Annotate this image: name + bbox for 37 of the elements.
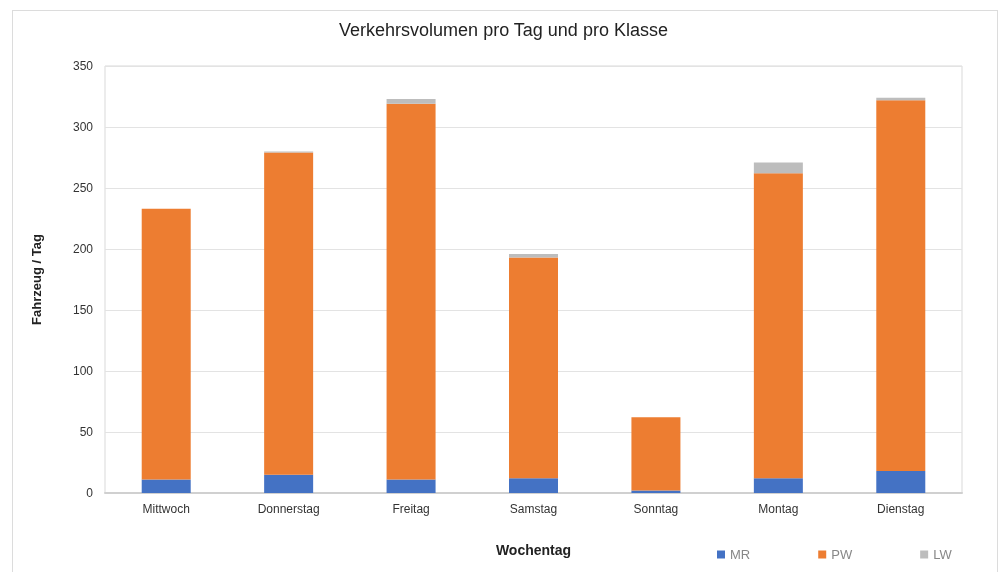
x-tick-label: Dienstag bbox=[877, 502, 925, 516]
bar bbox=[141, 208, 191, 480]
y-tick-label: 350 bbox=[72, 59, 94, 73]
legend-label: MR bbox=[730, 547, 751, 562]
y-tick-label: 100 bbox=[72, 364, 94, 378]
y-tick-label: 50 bbox=[79, 425, 94, 439]
y-axis-title: Fahrzeug / Tag bbox=[29, 234, 44, 325]
bar bbox=[264, 474, 314, 493]
bar bbox=[264, 152, 314, 475]
x-tick-label: Donnerstag bbox=[257, 502, 320, 516]
bar bbox=[509, 253, 558, 258]
bar bbox=[386, 103, 436, 480]
bar bbox=[141, 479, 191, 493]
x-tick-label: Samstag bbox=[509, 502, 558, 516]
bar bbox=[386, 98, 436, 104]
x-tick-label: Freitag bbox=[392, 502, 430, 516]
x-tick-label: Sonntag bbox=[633, 502, 679, 516]
chart-title: Verkehrsvolumen pro Tag und pro Klasse bbox=[339, 20, 668, 40]
bar bbox=[753, 173, 803, 479]
legend-label: LW bbox=[933, 547, 953, 562]
bar bbox=[631, 417, 681, 491]
y-tick-label: 0 bbox=[86, 486, 94, 500]
y-tick-label: 150 bbox=[72, 303, 94, 317]
bar bbox=[386, 479, 436, 493]
y-tick-label: 200 bbox=[72, 242, 94, 256]
bar bbox=[876, 100, 926, 472]
bar bbox=[509, 478, 558, 493]
x-tick-label: Mittwoch bbox=[142, 502, 190, 516]
x-axis-title: Wochentag bbox=[495, 542, 572, 558]
y-tick-label: 250 bbox=[72, 181, 94, 195]
y-tick-label: 300 bbox=[72, 120, 94, 134]
legend-label: PW bbox=[831, 547, 853, 562]
x-tick-label: Montag bbox=[758, 502, 799, 516]
bar bbox=[753, 478, 803, 493]
bar bbox=[509, 257, 558, 479]
bar bbox=[876, 471, 926, 493]
bar bbox=[753, 162, 803, 174]
